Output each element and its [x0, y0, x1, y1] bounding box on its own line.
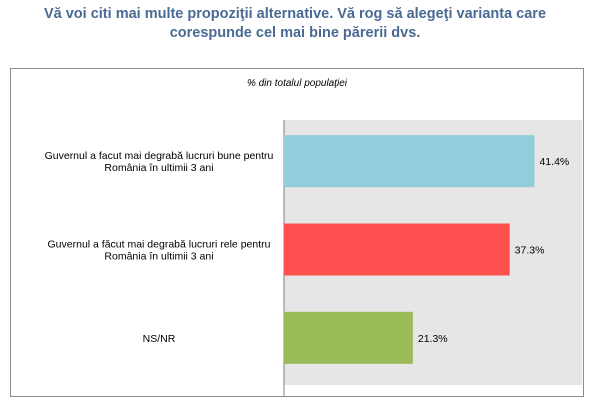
- chart-subtitle: % din totalul populaţiei: [246, 78, 348, 89]
- page-title: Vă voi citi mai multe propoziţii alterna…: [10, 5, 580, 43]
- chart-frame: % din totalul populaţiei 41.4% Guvernul a…: [10, 68, 584, 397]
- category-label-1: Guvernul a facut mai degrabă lucruri bun…: [45, 150, 274, 174]
- category-label-1-line-1: Guvernul a facut mai degrabă lucruri bun…: [45, 150, 274, 162]
- bar-1: [284, 135, 535, 188]
- category-label-2-line-2: România în ultimii 3 ani: [104, 251, 213, 263]
- bar-2: [284, 223, 510, 276]
- value-label-1: 41.4%: [539, 156, 569, 168]
- category-label-2: Guvernul a făcut mai degrabă lucruri rel…: [48, 239, 271, 263]
- value-label-2: 37.3%: [515, 245, 545, 257]
- page-title-line-1: Vă voi citi mai multe propoziţii alterna…: [43, 6, 547, 22]
- category-label-1-line-2: România în ultimii 3 ani: [104, 162, 213, 174]
- bar-chart: 41.4% Guvernul a facut mai degrabă lucrur…: [45, 120, 582, 396]
- category-label-3-line-1: NS/NR: [143, 333, 176, 345]
- page-title-line-2: corespunde cel mai bine părerii dvs.: [169, 25, 421, 41]
- category-label-2-line-1: Guvernul a făcut mai degrabă lucruri rel…: [48, 239, 271, 251]
- value-label-3: 21.3%: [418, 333, 448, 345]
- bar-3: [284, 311, 413, 364]
- category-label-3: NS/NR: [143, 333, 176, 345]
